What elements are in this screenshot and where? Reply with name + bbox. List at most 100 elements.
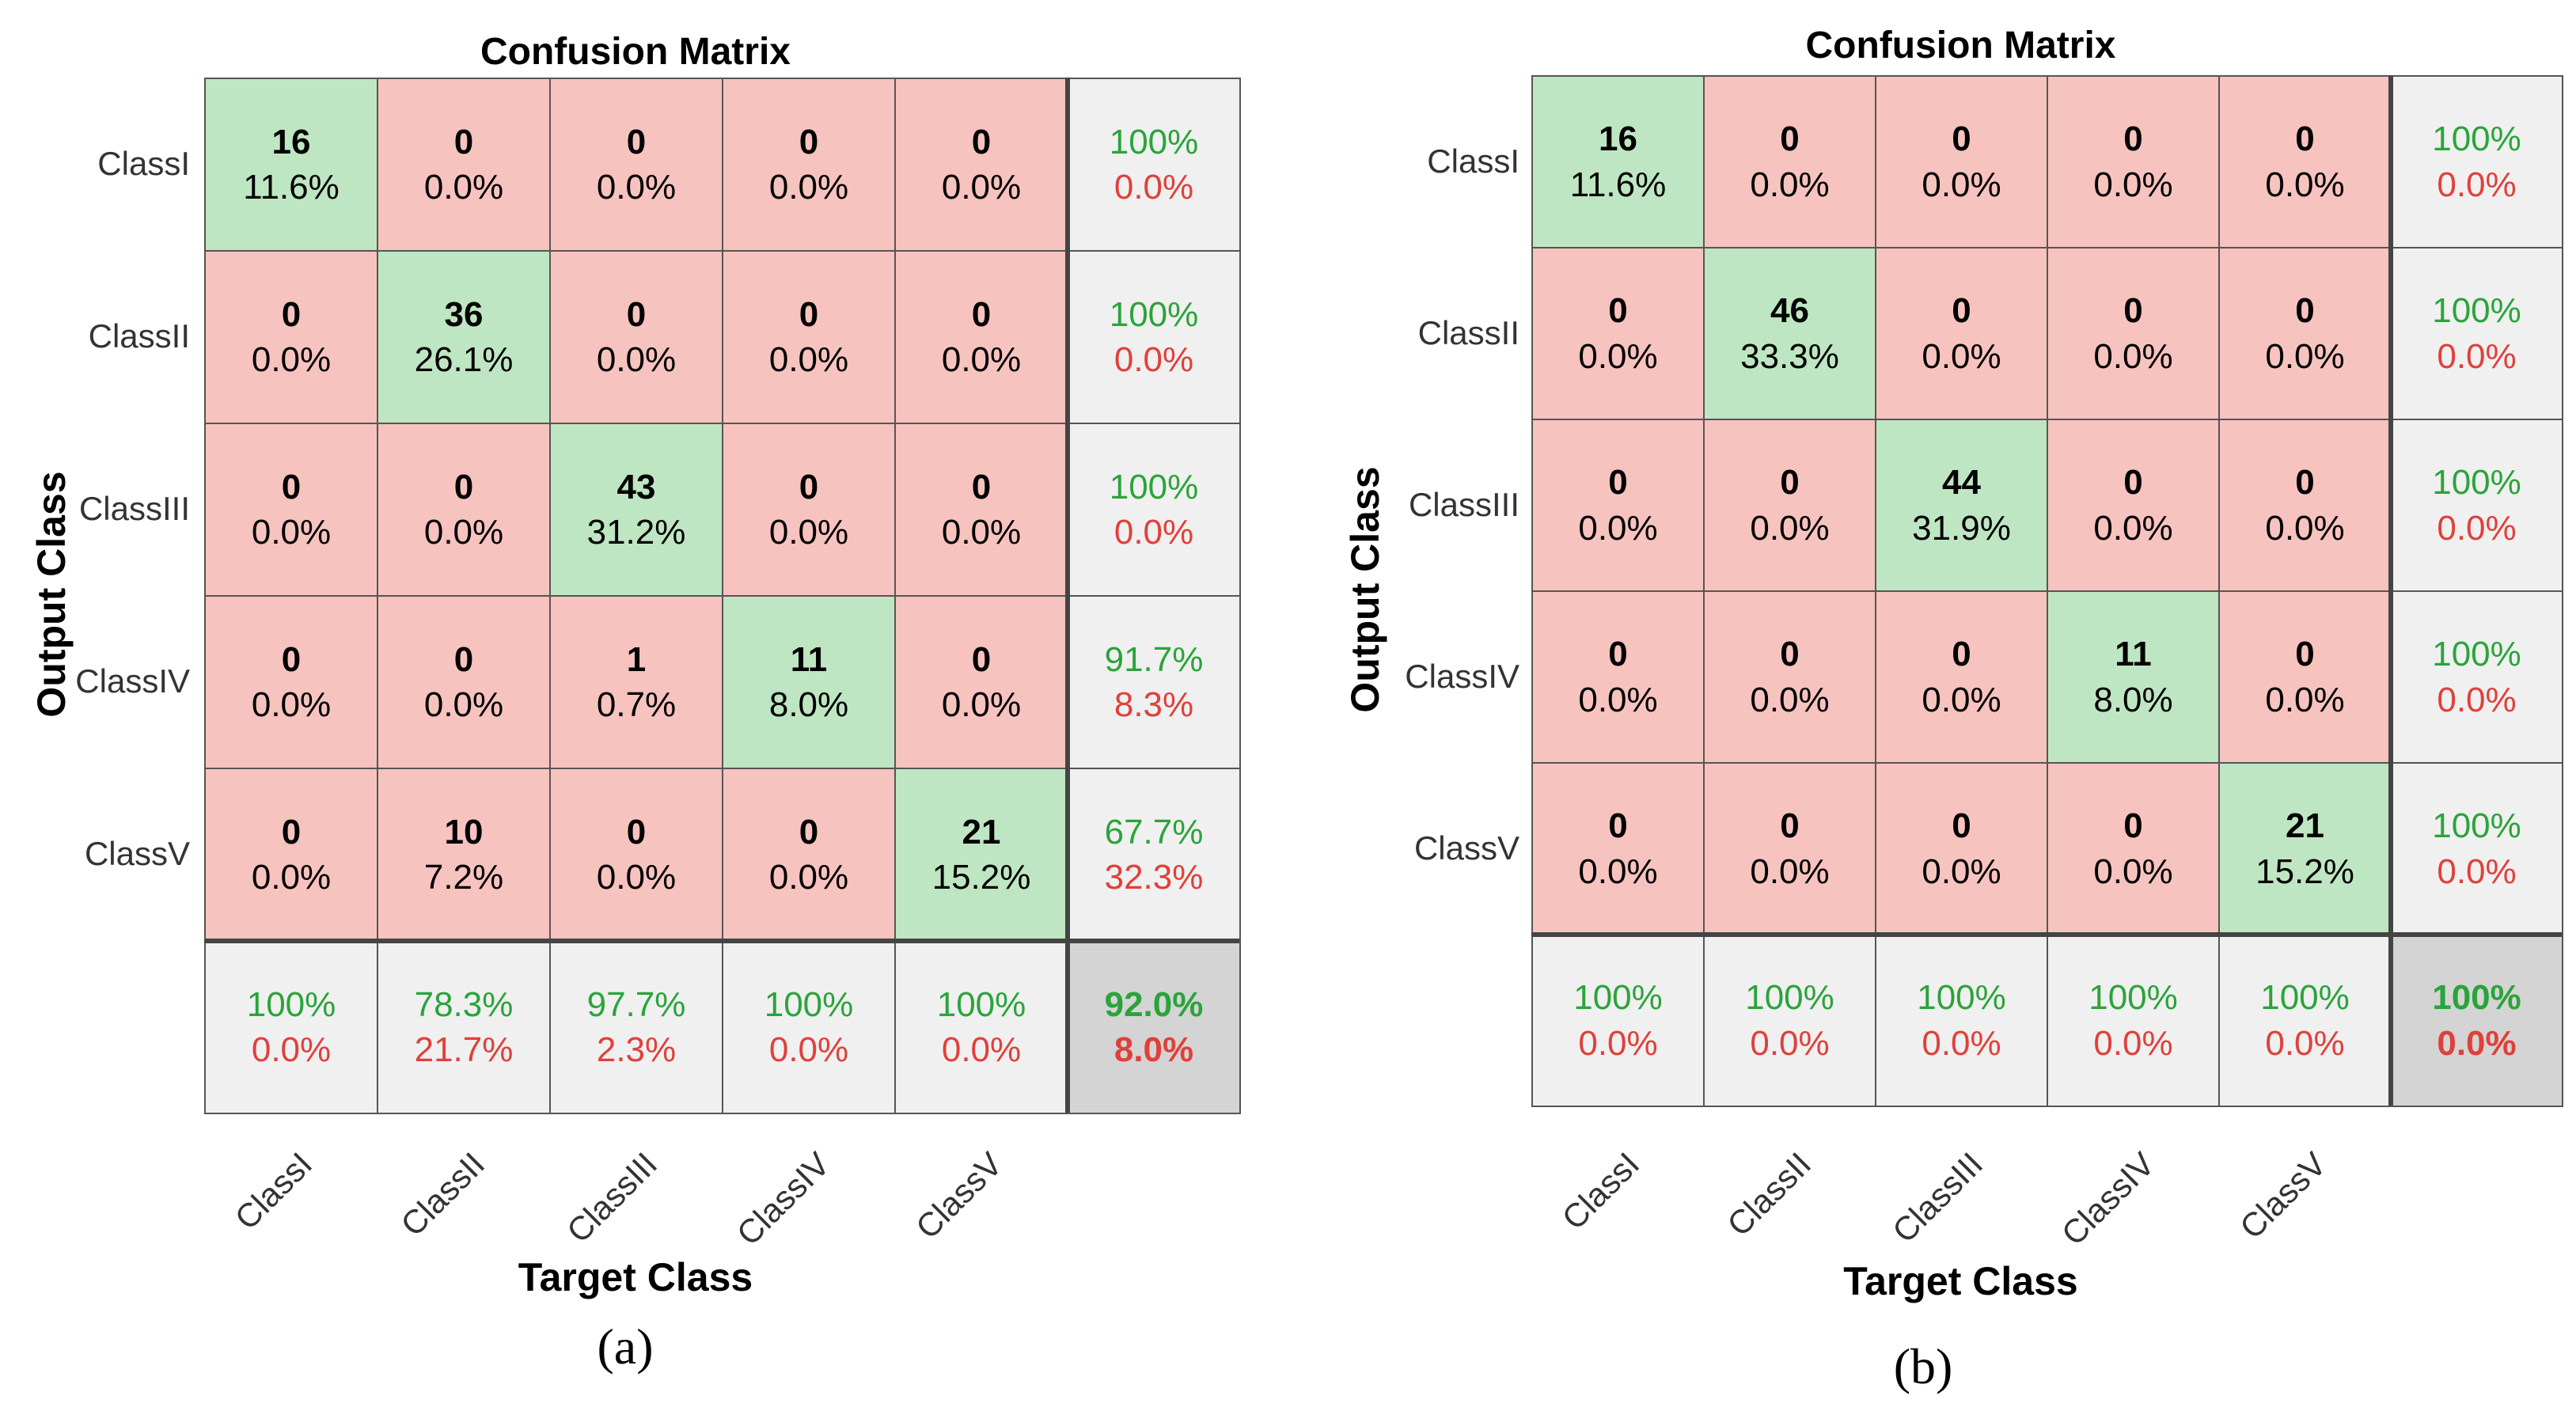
cell-percent: 0.0% xyxy=(596,858,677,897)
cell-count: 0 xyxy=(2123,806,2143,846)
cell-percent: 0.0% xyxy=(941,685,1022,724)
column-summary-cell: 100% 0.0% xyxy=(2047,934,2220,1107)
cell-percent: 8.0% xyxy=(2093,680,2173,719)
cell-percent: 0.0% xyxy=(1922,680,2001,719)
column-summary-cell: 97.7% 2.3% xyxy=(549,940,723,1114)
matrix-grid: 16 11.6% 0 0.0% 0 0.0% 0 0.0% 0 0.0% 100% 0.0% 0 0.0%… xyxy=(204,78,1241,1114)
error-value: 8.3% xyxy=(1113,685,1194,724)
cell-count: 1 xyxy=(626,639,647,679)
matrix-cell: 0 0.0% xyxy=(722,250,896,424)
cell-percent: 33.3% xyxy=(1740,336,1839,376)
cell-count: 21 xyxy=(962,812,1001,852)
matrix-cell: 0 0.0% xyxy=(894,595,1068,769)
row-label: ClassI xyxy=(1427,142,1519,180)
row-label: ClassV xyxy=(1413,829,1519,867)
row-label: ClassV xyxy=(84,835,190,872)
matrix-cell: 0 0.0% xyxy=(377,595,551,769)
cell-count: 0 xyxy=(281,812,302,852)
matrix-cell: 0 0.0% xyxy=(2047,419,2220,592)
overall-accuracy: 100% xyxy=(2432,978,2521,1018)
matrix-grid: 16 11.6% 0 0.0% 0 0.0% 0 0.0% 0 0.0% 100% 0.0% 0 0.0%… xyxy=(1531,75,2563,1107)
cell-percent: 0.0% xyxy=(251,858,332,897)
cell-count: 11 xyxy=(790,639,828,679)
matrix-cell: 46 33.3% xyxy=(1703,247,1876,420)
cell-count: 0 xyxy=(2295,119,2315,159)
precision-value: 100% xyxy=(2432,806,2521,846)
row-label: ClassIV xyxy=(75,662,190,700)
cell-percent: 0.0% xyxy=(2265,336,2345,376)
matrix-cell: 21 15.2% xyxy=(2218,762,2392,935)
column-summary-cell: 100% 0.0% xyxy=(894,940,1068,1114)
error-value: 0.0% xyxy=(1750,1023,1830,1063)
matrix-cell: 0 0.0% xyxy=(894,78,1068,252)
cell-percent: 31.2% xyxy=(586,513,686,552)
error-value: 0.0% xyxy=(941,1030,1022,1069)
cell-percent: 0.0% xyxy=(1578,680,1658,719)
cell-percent: 0.0% xyxy=(251,340,332,379)
cell-count: 0 xyxy=(799,294,819,334)
matrix-cell: 0 0.0% xyxy=(1703,590,1876,764)
cell-percent: 31.9% xyxy=(1912,508,2011,548)
cell-percent: 0.0% xyxy=(1922,165,2001,204)
error-value: 32.3% xyxy=(1104,858,1204,897)
precision-value: 100% xyxy=(1109,467,1199,506)
matrix-cell: 0 0.0% xyxy=(549,768,723,942)
cell-percent: 11.6% xyxy=(1569,165,1667,204)
cell-count: 46 xyxy=(1770,291,1809,331)
error-value: 0.0% xyxy=(2265,1023,2345,1063)
cell-count: 0 xyxy=(1952,635,1971,674)
recall-value: 100% xyxy=(1573,978,1663,1018)
panel-caption: (b) xyxy=(1893,1338,1953,1394)
matrix-cell: 0 0.0% xyxy=(2218,247,2392,420)
cell-percent: 0.0% xyxy=(768,513,849,552)
x-axis-label: Target Class xyxy=(1843,1259,2078,1303)
error-value: 0.0% xyxy=(2437,680,2517,719)
cell-percent: 0.0% xyxy=(251,513,332,552)
cell-count: 0 xyxy=(1608,806,1628,846)
cell-count: 0 xyxy=(1780,119,1800,159)
row-summary-cell: 100% 0.0% xyxy=(1067,423,1241,597)
cell-count: 0 xyxy=(2295,635,2315,674)
error-value: 0.0% xyxy=(1113,340,1194,379)
matrix-cell: 0 0.0% xyxy=(2218,419,2392,592)
matrix-cell: 0 0.0% xyxy=(1703,75,1876,248)
error-value: 0.0% xyxy=(2437,336,2517,376)
cell-percent: 0.0% xyxy=(2265,165,2345,204)
cell-percent: 0.0% xyxy=(251,685,332,724)
error-value: 0.0% xyxy=(1113,168,1194,207)
cell-percent: 0.0% xyxy=(2265,508,2345,548)
matrix-cell: 0 0.0% xyxy=(1875,590,2048,764)
error-value: 0.0% xyxy=(2093,1023,2173,1063)
cell-count: 0 xyxy=(1608,291,1628,331)
matrix-cell: 0 0.0% xyxy=(204,595,378,769)
cell-count: 11 xyxy=(2115,635,2152,674)
cell-count: 16 xyxy=(1599,119,1637,159)
matrix-cell: 0 0.0% xyxy=(2047,762,2220,935)
cell-percent: 0.0% xyxy=(2093,336,2173,376)
matrix-cell: 11 8.0% xyxy=(2047,590,2220,764)
matrix-cell: 0 0.0% xyxy=(204,250,378,424)
summary-separator-vertical xyxy=(1065,78,1070,1113)
matrix-cell: 11 8.0% xyxy=(722,595,896,769)
error-value: 2.3% xyxy=(596,1030,677,1069)
matrix-cell: 21 15.2% xyxy=(894,768,1068,942)
row-label: ClassIII xyxy=(78,490,190,527)
cell-percent: 0.0% xyxy=(1750,680,1830,719)
row-label: ClassIV xyxy=(1405,657,1519,695)
matrix-cell: 0 0.0% xyxy=(1531,247,1705,420)
summary-separator-vertical xyxy=(2388,75,2393,1106)
cell-percent: 11.6% xyxy=(243,168,340,207)
row-label: ClassIII xyxy=(1408,485,1519,523)
matrix-cell: 0 0.0% xyxy=(549,78,723,252)
cell-count: 0 xyxy=(1952,291,1971,331)
cell-count: 0 xyxy=(2123,119,2143,159)
cell-count: 0 xyxy=(1608,635,1628,674)
cell-percent: 0.0% xyxy=(1922,852,2001,891)
matrix-cell: 0 0.0% xyxy=(1531,590,1705,764)
matrix-cell: 0 0.0% xyxy=(1531,762,1705,935)
y-axis-label: Output Class xyxy=(1343,466,1387,713)
matrix-cell: 16 11.6% xyxy=(1531,75,1705,248)
column-summary-cell: 100% 0.0% xyxy=(722,940,896,1114)
recall-value: 100% xyxy=(1917,978,2006,1018)
cell-percent: 0.0% xyxy=(2093,165,2173,204)
